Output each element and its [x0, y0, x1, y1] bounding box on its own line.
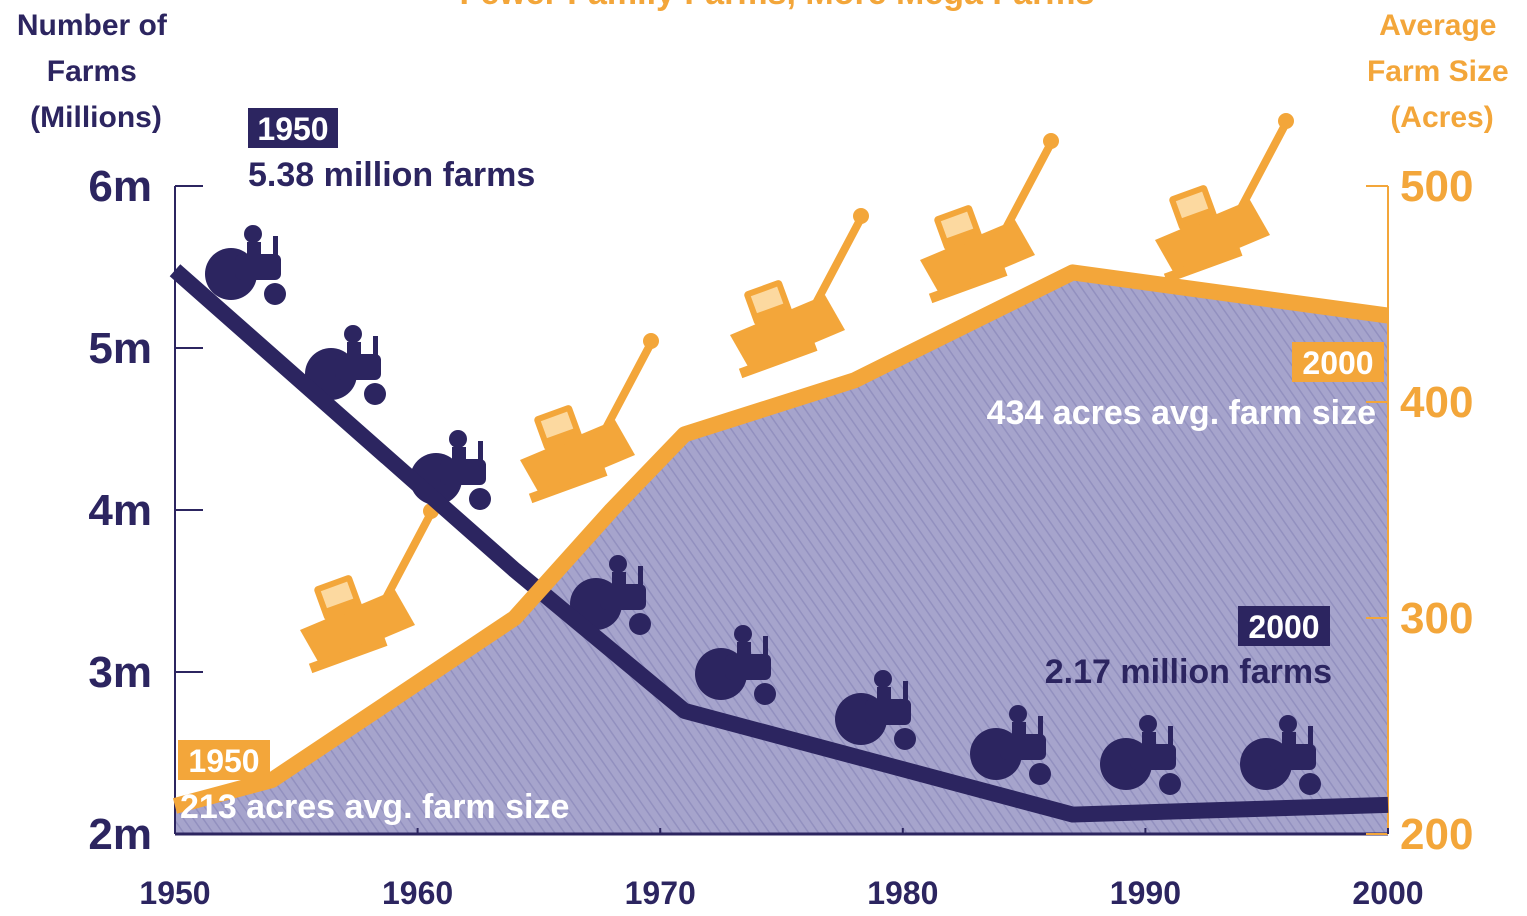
annotation-end-farms-year-box: [1238, 606, 1330, 646]
left-axis-title: Number of Farms (Millions): [17, 9, 175, 134]
combine-icon: [920, 133, 1059, 304]
annotation-end-size-text: 434 acres avg. farm size: [987, 394, 1376, 432]
tractor-icon: [970, 705, 1051, 785]
area-mask: [175, 186, 1388, 806]
annotation-start-size: 1950 213 acres avg. farm size: [178, 740, 569, 826]
annotation-start-farms-year-box: [248, 108, 338, 148]
tractor-icon: [1240, 715, 1321, 795]
combine-icon: [730, 208, 869, 379]
combine-icon: [520, 333, 659, 504]
x-tick-label: 1970: [625, 875, 696, 911]
annotation-end-farms-text: 2.17 million farms: [1045, 653, 1332, 691]
annotation-end-farms: 2000 2.17 million farms: [1045, 606, 1332, 691]
right-axis-title-line-3: (Acres): [1390, 101, 1493, 134]
right-axis-title-line-1: Average: [1379, 9, 1496, 42]
right-ticks: 200 300 400 500: [1366, 162, 1473, 859]
left-axis-title-line-3: (Millions): [30, 101, 162, 134]
right-axis-title: Average Farm Size (Acres): [1367, 9, 1517, 134]
annotation-start-size-year-box: [178, 740, 270, 780]
farm-size-line: [172, 264, 1390, 814]
x-ticks: 1950 1960 1970 1980 1990 2000: [139, 828, 1424, 911]
left-tick-label: 6m: [88, 162, 152, 211]
left-axis-title-line-2: Farms: [47, 55, 137, 88]
left-tick-label: 3m: [88, 648, 152, 697]
chart-title: Fewer Family Farms, More Mega Farms: [460, 0, 1095, 12]
tractor-icon: [695, 625, 776, 705]
left-tick-label: 2m: [88, 810, 152, 859]
left-ticks: 2m 3m 4m 5m 6m: [88, 162, 203, 859]
annotation-start-farms: 1950 5.38 million farms: [248, 108, 535, 194]
combine-icons: [300, 113, 1294, 674]
annotation-start-farms-text: 5.38 million farms: [248, 156, 535, 194]
tractor-icon: [835, 670, 916, 750]
tractor-icon: [205, 225, 286, 305]
x-tick-label: 2000: [1352, 875, 1423, 911]
x-tick-label: 1950: [139, 875, 210, 911]
combine-icon: [1155, 113, 1294, 284]
annotation-start-size-text: 213 acres avg. farm size: [180, 788, 569, 826]
right-tick-label: 300: [1400, 594, 1473, 643]
annotation-start-size-year: 1950: [188, 743, 259, 779]
right-tick-label: 200: [1400, 810, 1473, 859]
annotation-end-size-year: 2000: [1302, 345, 1373, 381]
annotation-start-farms-year: 1950: [257, 111, 328, 147]
annotation-end-size-year-box: [1292, 342, 1384, 382]
annotation-end-size: 2000 434 acres avg. farm size: [987, 342, 1384, 432]
left-tick-label: 4m: [88, 486, 152, 535]
right-axis-title-line-2: Farm Size: [1367, 55, 1509, 88]
annotation-end-farms-year: 2000: [1248, 609, 1319, 645]
x-tick-label: 1980: [867, 875, 938, 911]
x-tick-label: 1960: [382, 875, 453, 911]
left-axis-title-line-1: Number of: [17, 9, 168, 42]
tractor-icon: [1100, 715, 1181, 795]
x-tick-label: 1990: [1110, 875, 1181, 911]
left-tick-label: 5m: [88, 324, 152, 373]
right-tick-label: 500: [1400, 162, 1473, 211]
tractor-icons: [205, 225, 1321, 795]
series-lines: [169, 264, 1390, 823]
farms-line: [169, 264, 1389, 823]
right-tick-label: 400: [1400, 378, 1473, 427]
